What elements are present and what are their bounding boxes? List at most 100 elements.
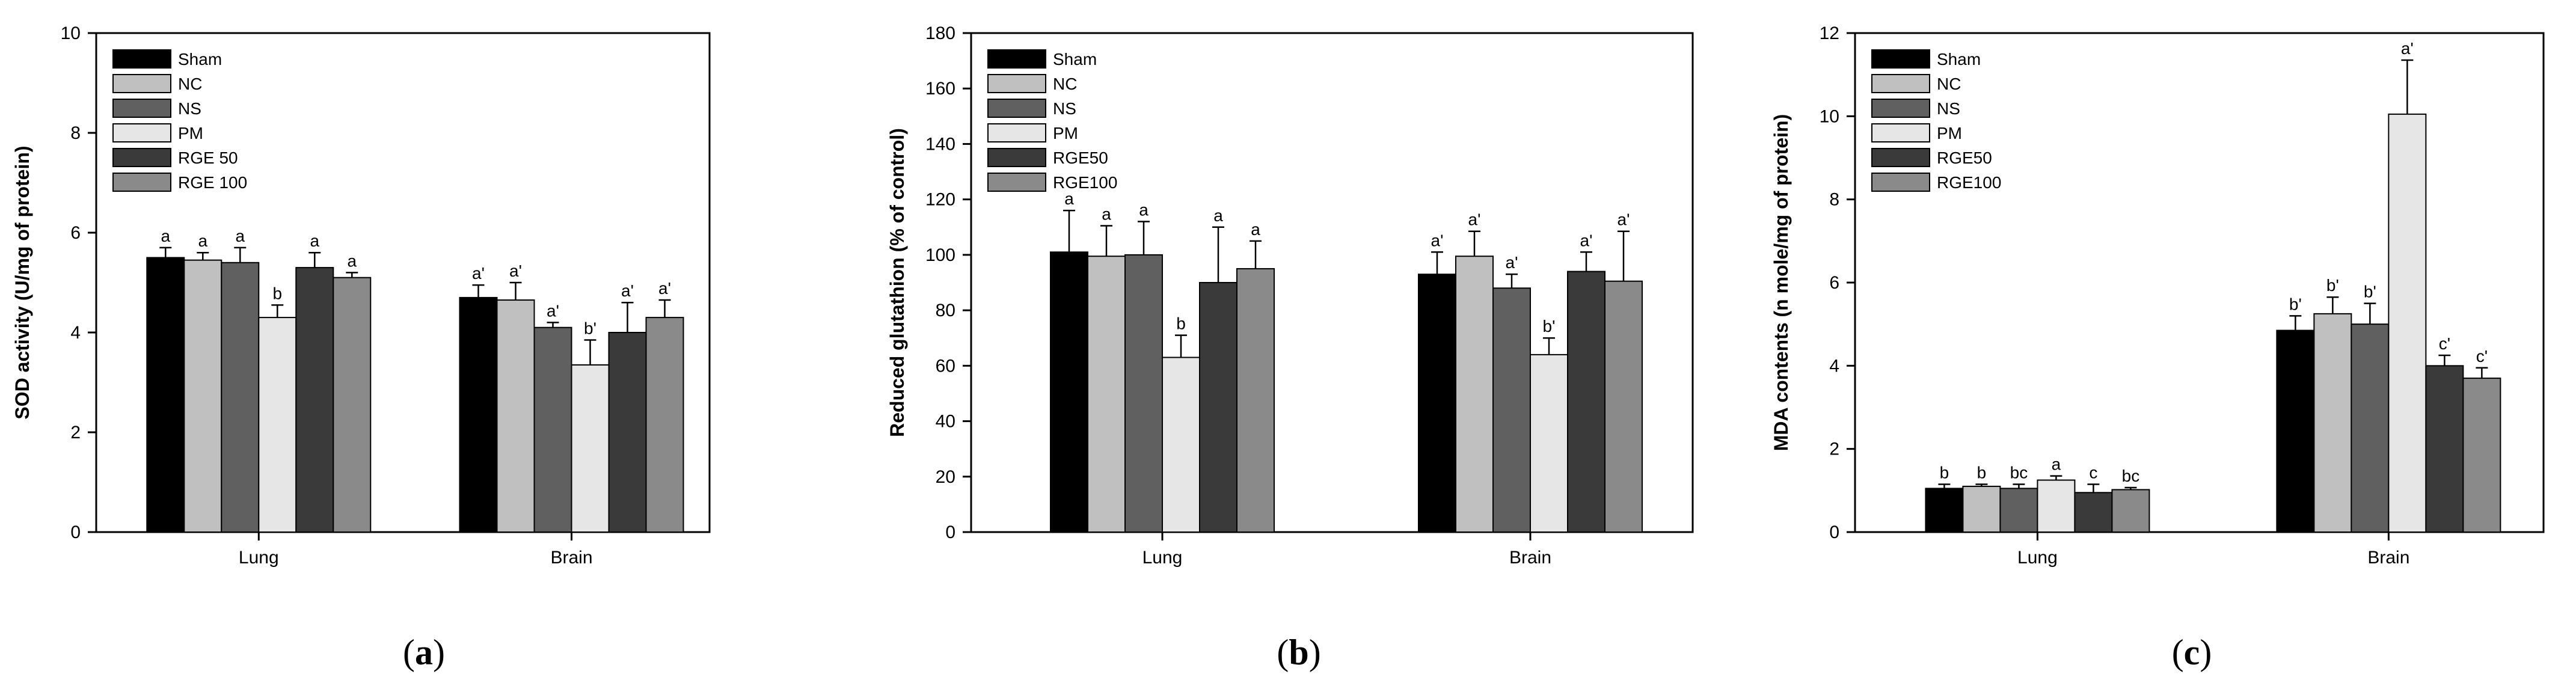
bar-rge100-lung xyxy=(333,277,372,533)
legend-swatch xyxy=(987,173,1046,192)
legend-label: NC xyxy=(1053,75,1077,93)
chart-panels: 0 2 4 6 8 10 SOD activity (U/mg of protein) Lun… xyxy=(11,23,2545,672)
bar-ns-brain xyxy=(1492,287,1531,533)
plot-frame xyxy=(970,32,1694,533)
significance-label: b xyxy=(1176,314,1186,333)
legend-label: RGE100 xyxy=(1053,173,1117,192)
bar-ns-brain xyxy=(2351,323,2390,533)
legend-label: NS xyxy=(1937,99,1960,118)
bar-rge50-lung xyxy=(295,267,334,533)
bar-nc-lung xyxy=(1962,485,2001,533)
bar-nc-lung xyxy=(1087,256,1126,533)
significance-label: b' xyxy=(584,319,596,337)
significance-label: a xyxy=(161,227,171,245)
legend-label: NS xyxy=(1053,99,1076,118)
significance-label: a xyxy=(1064,189,1074,208)
significance-label: b xyxy=(1940,463,1949,482)
significance-label: a' xyxy=(509,262,522,280)
significance-label: b' xyxy=(1543,317,1556,335)
bar-rge50-brain xyxy=(2425,365,2464,533)
bar-ns-lung xyxy=(1124,254,1163,533)
legend-label: NS xyxy=(178,99,201,118)
y-tick-label: 180 xyxy=(925,23,955,43)
legend-swatch xyxy=(987,74,1046,93)
bar-sham-brain xyxy=(459,296,498,533)
x-tick-label: Lung xyxy=(2017,548,2058,568)
y-tick-label: 100 xyxy=(925,245,955,265)
significance-label: a xyxy=(1139,201,1148,219)
bar-ns-brain xyxy=(533,326,572,533)
bar-rge50-lung xyxy=(1199,282,1237,533)
bar-pm-brain xyxy=(2388,113,2427,533)
y-tick-label: 4 xyxy=(70,323,81,343)
significance-label: a xyxy=(236,227,245,245)
y-axis-title: SOD activity (U/mg of protein) xyxy=(11,145,33,419)
significance-label: a' xyxy=(547,301,559,320)
y-tick-label: 0 xyxy=(945,522,955,542)
y-tick-label: 140 xyxy=(925,134,955,154)
bar-pm-lung xyxy=(1162,357,1200,533)
bar-rge100-brain xyxy=(645,317,684,533)
x-tick-label: Lung xyxy=(1142,548,1183,568)
y-tick-label: 6 xyxy=(1829,273,1839,293)
legend-swatch xyxy=(112,49,171,69)
y-tick-label: 8 xyxy=(70,123,81,143)
significance-label: a xyxy=(2052,455,2061,474)
bar-rge100-lung xyxy=(2111,489,2150,533)
y-tick-label: 6 xyxy=(70,223,81,243)
bar-pm-brain xyxy=(571,364,610,533)
y-tick-label: 120 xyxy=(925,190,955,210)
significance-label: c xyxy=(2089,463,2097,482)
legend-label: RGE50 xyxy=(1937,149,1992,167)
bar-nc-brain xyxy=(1455,256,1494,533)
bar-sham-brain xyxy=(1418,274,1456,533)
bar-nc-lung xyxy=(183,259,222,533)
significance-label: a' xyxy=(1431,231,1444,250)
bar-ns-lung xyxy=(1999,488,2038,533)
legend-label: Sham xyxy=(1053,50,1097,69)
legend-swatch xyxy=(112,99,171,118)
legend-swatch xyxy=(112,74,171,93)
plot-frame xyxy=(95,32,711,533)
significance-label: a' xyxy=(1618,210,1630,229)
legend-swatch xyxy=(1871,49,1930,69)
significance-label: a xyxy=(1102,204,1111,223)
bar-rge100-brain xyxy=(2462,378,2501,533)
significance-label: b' xyxy=(2364,283,2376,301)
bar-sham-lung xyxy=(1925,488,1964,533)
y-tick-label: 8 xyxy=(1829,190,1839,210)
chart-panel-b: 0 20 40 60 80 100 120 140 160 180 Reduced glutathi… xyxy=(886,23,1694,672)
significance-label: a' xyxy=(2401,39,2414,58)
significance-label: b xyxy=(273,284,283,302)
significance-label: a xyxy=(198,231,208,250)
y-tick-label: 2 xyxy=(1829,439,1839,459)
significance-label: a xyxy=(310,231,320,250)
significance-label: a xyxy=(1213,206,1223,225)
legend-label: RGE100 xyxy=(1937,173,2001,192)
y-axis-title: Reduced glutathion (% of control) xyxy=(886,128,908,437)
panel-caption: (b) xyxy=(1277,632,1320,672)
legend-swatch xyxy=(987,123,1046,142)
panel-caption: (c) xyxy=(2172,632,2212,672)
bar-pm-brain xyxy=(1530,354,1568,533)
bar-sham-lung xyxy=(1050,251,1088,533)
legend-swatch xyxy=(987,49,1046,69)
legend-swatch xyxy=(112,173,171,192)
bar-rge100-brain xyxy=(1604,280,1643,533)
significance-label: a xyxy=(348,251,357,270)
legend-label: Sham xyxy=(178,50,222,69)
significance-label: c' xyxy=(2476,347,2488,366)
y-tick-label: 4 xyxy=(1829,356,1839,376)
bar-sham-brain xyxy=(2276,329,2315,533)
significance-label: c' xyxy=(2439,334,2450,353)
significance-label: b' xyxy=(2326,276,2339,295)
significance-label: b xyxy=(1977,463,1987,482)
panel-caption: (a) xyxy=(403,632,445,672)
bar-ns-lung xyxy=(221,262,260,533)
y-tick-label: 60 xyxy=(936,356,955,376)
legend-label: PM xyxy=(1053,124,1078,142)
x-tick-label: Brain xyxy=(550,548,592,568)
significance-label: a' xyxy=(658,279,671,298)
legend-swatch xyxy=(987,99,1046,118)
legend-swatch xyxy=(112,123,171,142)
